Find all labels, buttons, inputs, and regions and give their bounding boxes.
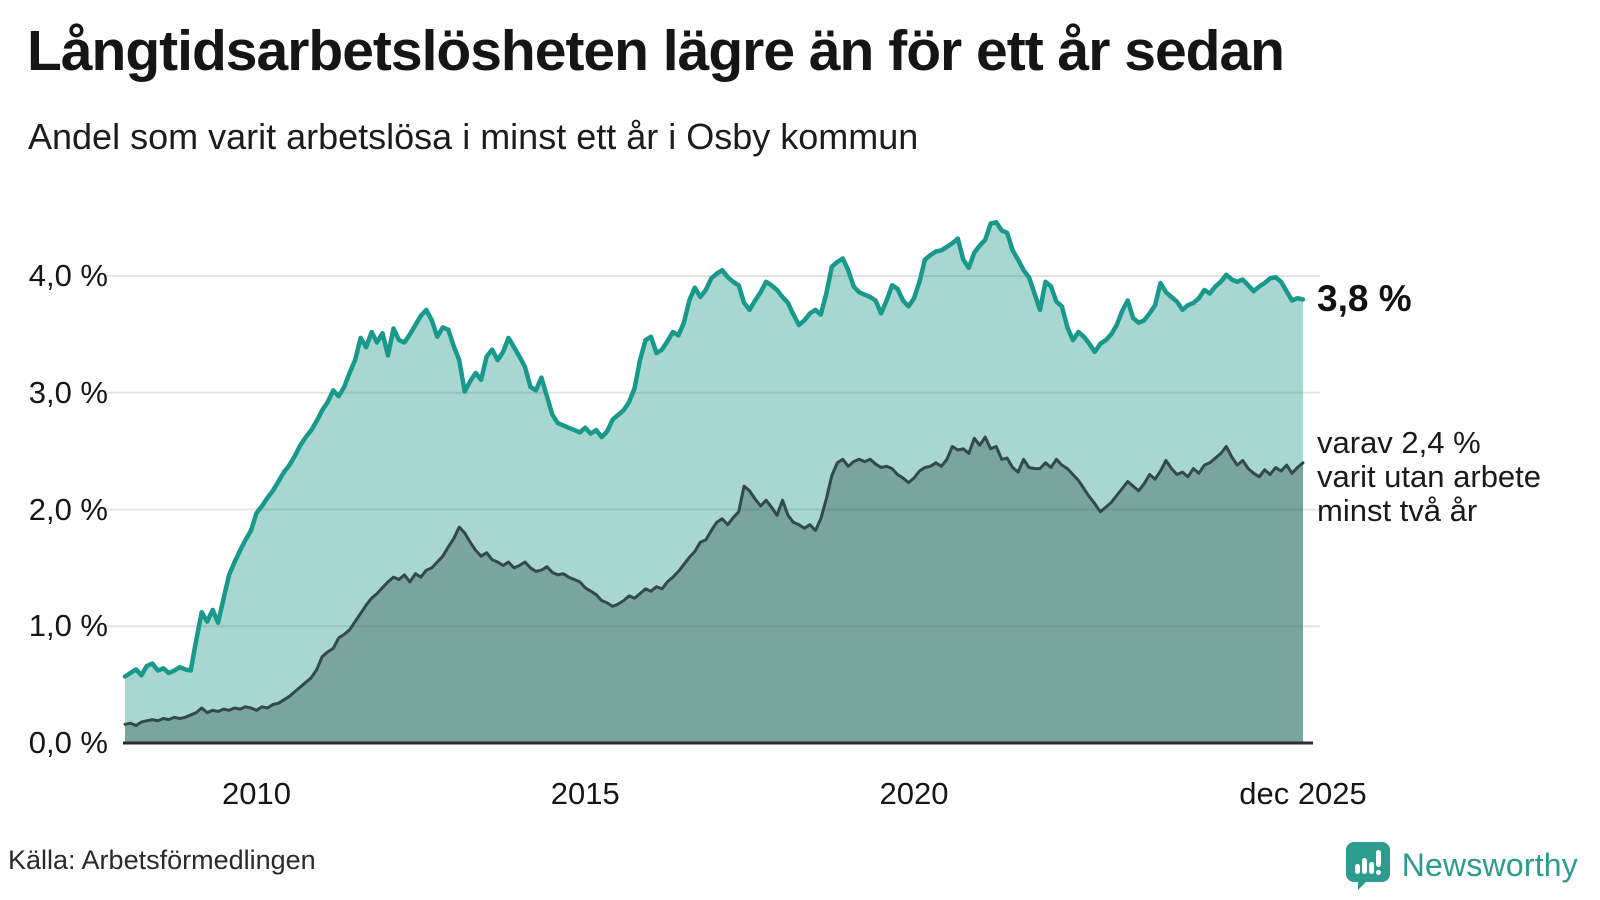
source-note: Källa: Arbetsförmedlingen	[8, 845, 316, 875]
y-tick-label: 4,0 %	[28, 258, 108, 293]
two-year-annotation-line2: varit utan arbete	[1317, 458, 1542, 494]
x-tick-label: 2015	[550, 776, 620, 811]
page-title: Långtidsarbetslösheten lägre än för ett …	[27, 19, 1285, 83]
line-two-year	[123, 435, 1305, 727]
last-value-annotation: 3,8 %	[1317, 278, 1412, 320]
two-year-annotation: varav 2,4 % varit utan arbete minst två …	[1317, 424, 1542, 528]
y-tick-label: 2,0 %	[28, 491, 108, 527]
y-tick-label: 1,0 %	[28, 608, 108, 644]
newsworthy-bubble-icon	[1345, 842, 1390, 890]
x-tick-label: dec 2025	[1239, 776, 1367, 811]
x-tick-label: 2020	[879, 776, 949, 811]
two-year-annotation-line1: varav 2,4 %	[1317, 424, 1481, 460]
gridlines	[107, 275, 1320, 628]
newsworthy-logo: Newsworthy	[1345, 840, 1578, 890]
y-tick-label: 3,0 %	[28, 374, 108, 410]
line-one-year	[122, 220, 1306, 679]
two-year-annotation-line3: minst två år	[1317, 492, 1478, 528]
x-tick-label: 2010	[222, 776, 291, 811]
y-tick-label: 0,0 %	[28, 725, 108, 760]
page-subtitle: Andel som varit arbetslösa i minst ett å…	[28, 116, 919, 157]
newsworthy-wordmark: Newsworthy	[1401, 846, 1578, 883]
area-fill-two-year	[125, 437, 1303, 743]
